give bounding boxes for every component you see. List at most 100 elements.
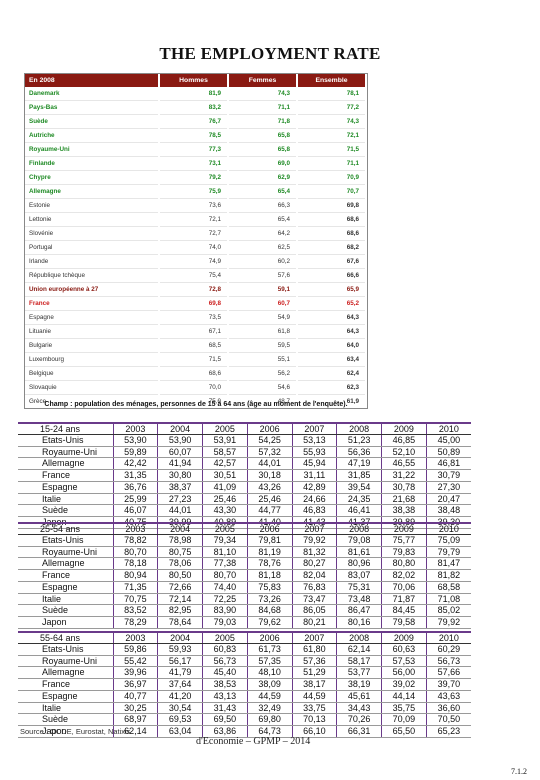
value-cell: 36,76 bbox=[112, 481, 158, 494]
country-cell: République tchèque bbox=[25, 268, 160, 283]
value-cell: 81,47 bbox=[425, 557, 471, 571]
value-cell: 45,61 bbox=[336, 690, 382, 703]
women-cell: 62,9 bbox=[228, 170, 298, 185]
men-cell: 67,1 bbox=[159, 324, 229, 339]
value-cell: 38,53 bbox=[202, 678, 248, 691]
table-row: Allemagne 42,42 41,94 42,57 44,01 45,94 47,19 4… bbox=[18, 457, 471, 471]
all-cell: 63,4 bbox=[297, 352, 367, 367]
value-cell: 73,48 bbox=[336, 593, 382, 606]
value-cell: 25,99 bbox=[112, 493, 158, 506]
table-row: Bulgarie 68,5 59,5 64,0 bbox=[25, 338, 367, 353]
value-cell: 64,73 bbox=[246, 725, 292, 738]
country-cell: Japon bbox=[18, 725, 113, 738]
all-cell: 74,3 bbox=[297, 114, 367, 129]
value-cell: 38,48 bbox=[425, 504, 471, 517]
value-cell: 36,60 bbox=[425, 702, 471, 715]
value-cell: 45,94 bbox=[291, 457, 337, 471]
country-cell: Danemark bbox=[25, 87, 160, 101]
value-cell: 59,93 bbox=[157, 643, 203, 656]
country-cell: Etats-Unis bbox=[18, 534, 113, 547]
value-cell: 75,09 bbox=[425, 534, 471, 547]
table-row: Italie 70,75 72,14 72,25 73,26 73,47 73,48 71,8… bbox=[18, 593, 471, 606]
table-row: Suède 76,7 71,8 74,3 bbox=[25, 114, 367, 129]
year-header: 2003 bbox=[112, 633, 158, 644]
value-cell: 57,36 bbox=[291, 655, 337, 668]
men-cell: 73,6 bbox=[159, 198, 229, 213]
value-cell: 72,25 bbox=[202, 593, 248, 606]
value-cell: 65,23 bbox=[425, 725, 471, 738]
value-cell: 79,62 bbox=[246, 616, 292, 629]
value-cell: 86,05 bbox=[291, 604, 337, 617]
country-cell: Etats-Unis bbox=[18, 643, 113, 656]
value-cell: 79,08 bbox=[336, 534, 382, 547]
table-row: Espagne 36,76 38,37 41,09 43,26 42,89 39,54 30,… bbox=[18, 481, 471, 494]
all-cell: 69,8 bbox=[297, 198, 367, 213]
value-cell: 59,86 bbox=[112, 643, 158, 656]
table-row: Royaume-Uni 59,89 60,07 58,57 57,32 55,93 56,3… bbox=[18, 446, 471, 459]
value-cell: 80,16 bbox=[336, 616, 382, 629]
country-cell: Allemagne bbox=[18, 557, 113, 571]
women-cell: 59,5 bbox=[228, 338, 298, 353]
value-cell: 20,47 bbox=[425, 493, 471, 506]
country-cell: Royaume-Uni bbox=[18, 655, 113, 668]
value-cell: 31,85 bbox=[336, 469, 382, 482]
table-row: Autriche 78,5 65,8 72,1 bbox=[25, 128, 367, 143]
all-cell: 62,3 bbox=[297, 380, 367, 395]
year-header: 2009 bbox=[381, 424, 427, 435]
table-row: Pays-Bas 83,2 71,1 77,2 bbox=[25, 100, 367, 115]
country-cell: France bbox=[18, 469, 113, 482]
women-cell: 66,3 bbox=[228, 198, 298, 213]
value-cell: 27,23 bbox=[157, 493, 203, 506]
age-table-25-54: 25-54 ans 2003 2004 2005 2006 2007 2008 2009 201… bbox=[18, 522, 471, 629]
year-header: 2006 bbox=[246, 424, 292, 435]
men-cell: 74,0 bbox=[159, 240, 229, 255]
table-row: Italie 30,25 30,54 31,43 32,49 33,75 34,43 35,7… bbox=[18, 702, 471, 715]
value-cell: 78,98 bbox=[157, 534, 203, 547]
value-cell: 47,19 bbox=[336, 457, 382, 471]
value-cell: 53,90 bbox=[157, 434, 203, 447]
value-cell: 83,90 bbox=[202, 604, 248, 617]
year-header: 2005 bbox=[202, 524, 248, 535]
all-cell: 77,2 bbox=[297, 100, 367, 115]
table-row: Suède 68,97 69,53 69,50 69,80 70,13 70,26 70,09… bbox=[18, 713, 471, 726]
country-cell: France bbox=[18, 678, 113, 691]
country-cell: Lituanie bbox=[25, 324, 160, 339]
table-row: France 69,8 60,7 65,2 bbox=[25, 296, 367, 311]
value-cell: 62,14 bbox=[336, 643, 382, 656]
value-cell: 66,10 bbox=[291, 725, 337, 738]
value-cell: 24,66 bbox=[291, 493, 337, 506]
value-cell: 27,30 bbox=[425, 481, 471, 494]
value-cell: 38,38 bbox=[381, 504, 427, 517]
country-cell: Chypre bbox=[25, 170, 160, 185]
country-cell: Estonie bbox=[25, 198, 160, 213]
value-cell: 51,23 bbox=[336, 434, 382, 447]
value-cell: 41,20 bbox=[157, 690, 203, 703]
all-cell: 65,9 bbox=[297, 282, 367, 297]
value-cell: 30,51 bbox=[202, 469, 248, 482]
value-cell: 53,77 bbox=[336, 666, 382, 680]
value-cell: 56,73 bbox=[202, 655, 248, 668]
value-cell: 78,18 bbox=[112, 557, 158, 571]
table-row: Luxembourg 71,5 55,1 63,4 bbox=[25, 352, 367, 367]
country-cell: Slovénie bbox=[25, 226, 160, 241]
page-title: THE EMPLOYMENT RATE bbox=[159, 44, 381, 63]
table-row: Irlande 74,9 60,2 67,6 bbox=[25, 254, 367, 269]
women-cell: 60,7 bbox=[228, 296, 298, 311]
all-cell: 61,9 bbox=[297, 394, 367, 408]
country-cell: Bulgarie bbox=[25, 338, 160, 353]
all-cell: 71,5 bbox=[297, 142, 367, 157]
value-cell: 46,41 bbox=[336, 504, 382, 517]
value-cell: 52,10 bbox=[381, 446, 427, 459]
men-cell: 83,2 bbox=[159, 100, 229, 115]
table-row: Royaume-Uni 80,70 80,75 81,10 81,19 81,32 81,6… bbox=[18, 546, 471, 559]
value-cell: 30,78 bbox=[381, 481, 427, 494]
value-cell: 63,04 bbox=[157, 725, 203, 738]
eu-employment-table-2008: En 2008 Hommes Femmes Ensemble Danemark 8… bbox=[24, 73, 368, 409]
table-note: Champ : population des ménages, personne… bbox=[44, 401, 348, 408]
value-cell: 83,52 bbox=[112, 604, 158, 617]
country-cell: Espagne bbox=[18, 481, 113, 494]
country-cell: Allemagne bbox=[18, 457, 113, 471]
value-cell: 70,09 bbox=[381, 713, 427, 726]
all-cell: 64,0 bbox=[297, 338, 367, 353]
value-cell: 68,58 bbox=[425, 581, 471, 594]
